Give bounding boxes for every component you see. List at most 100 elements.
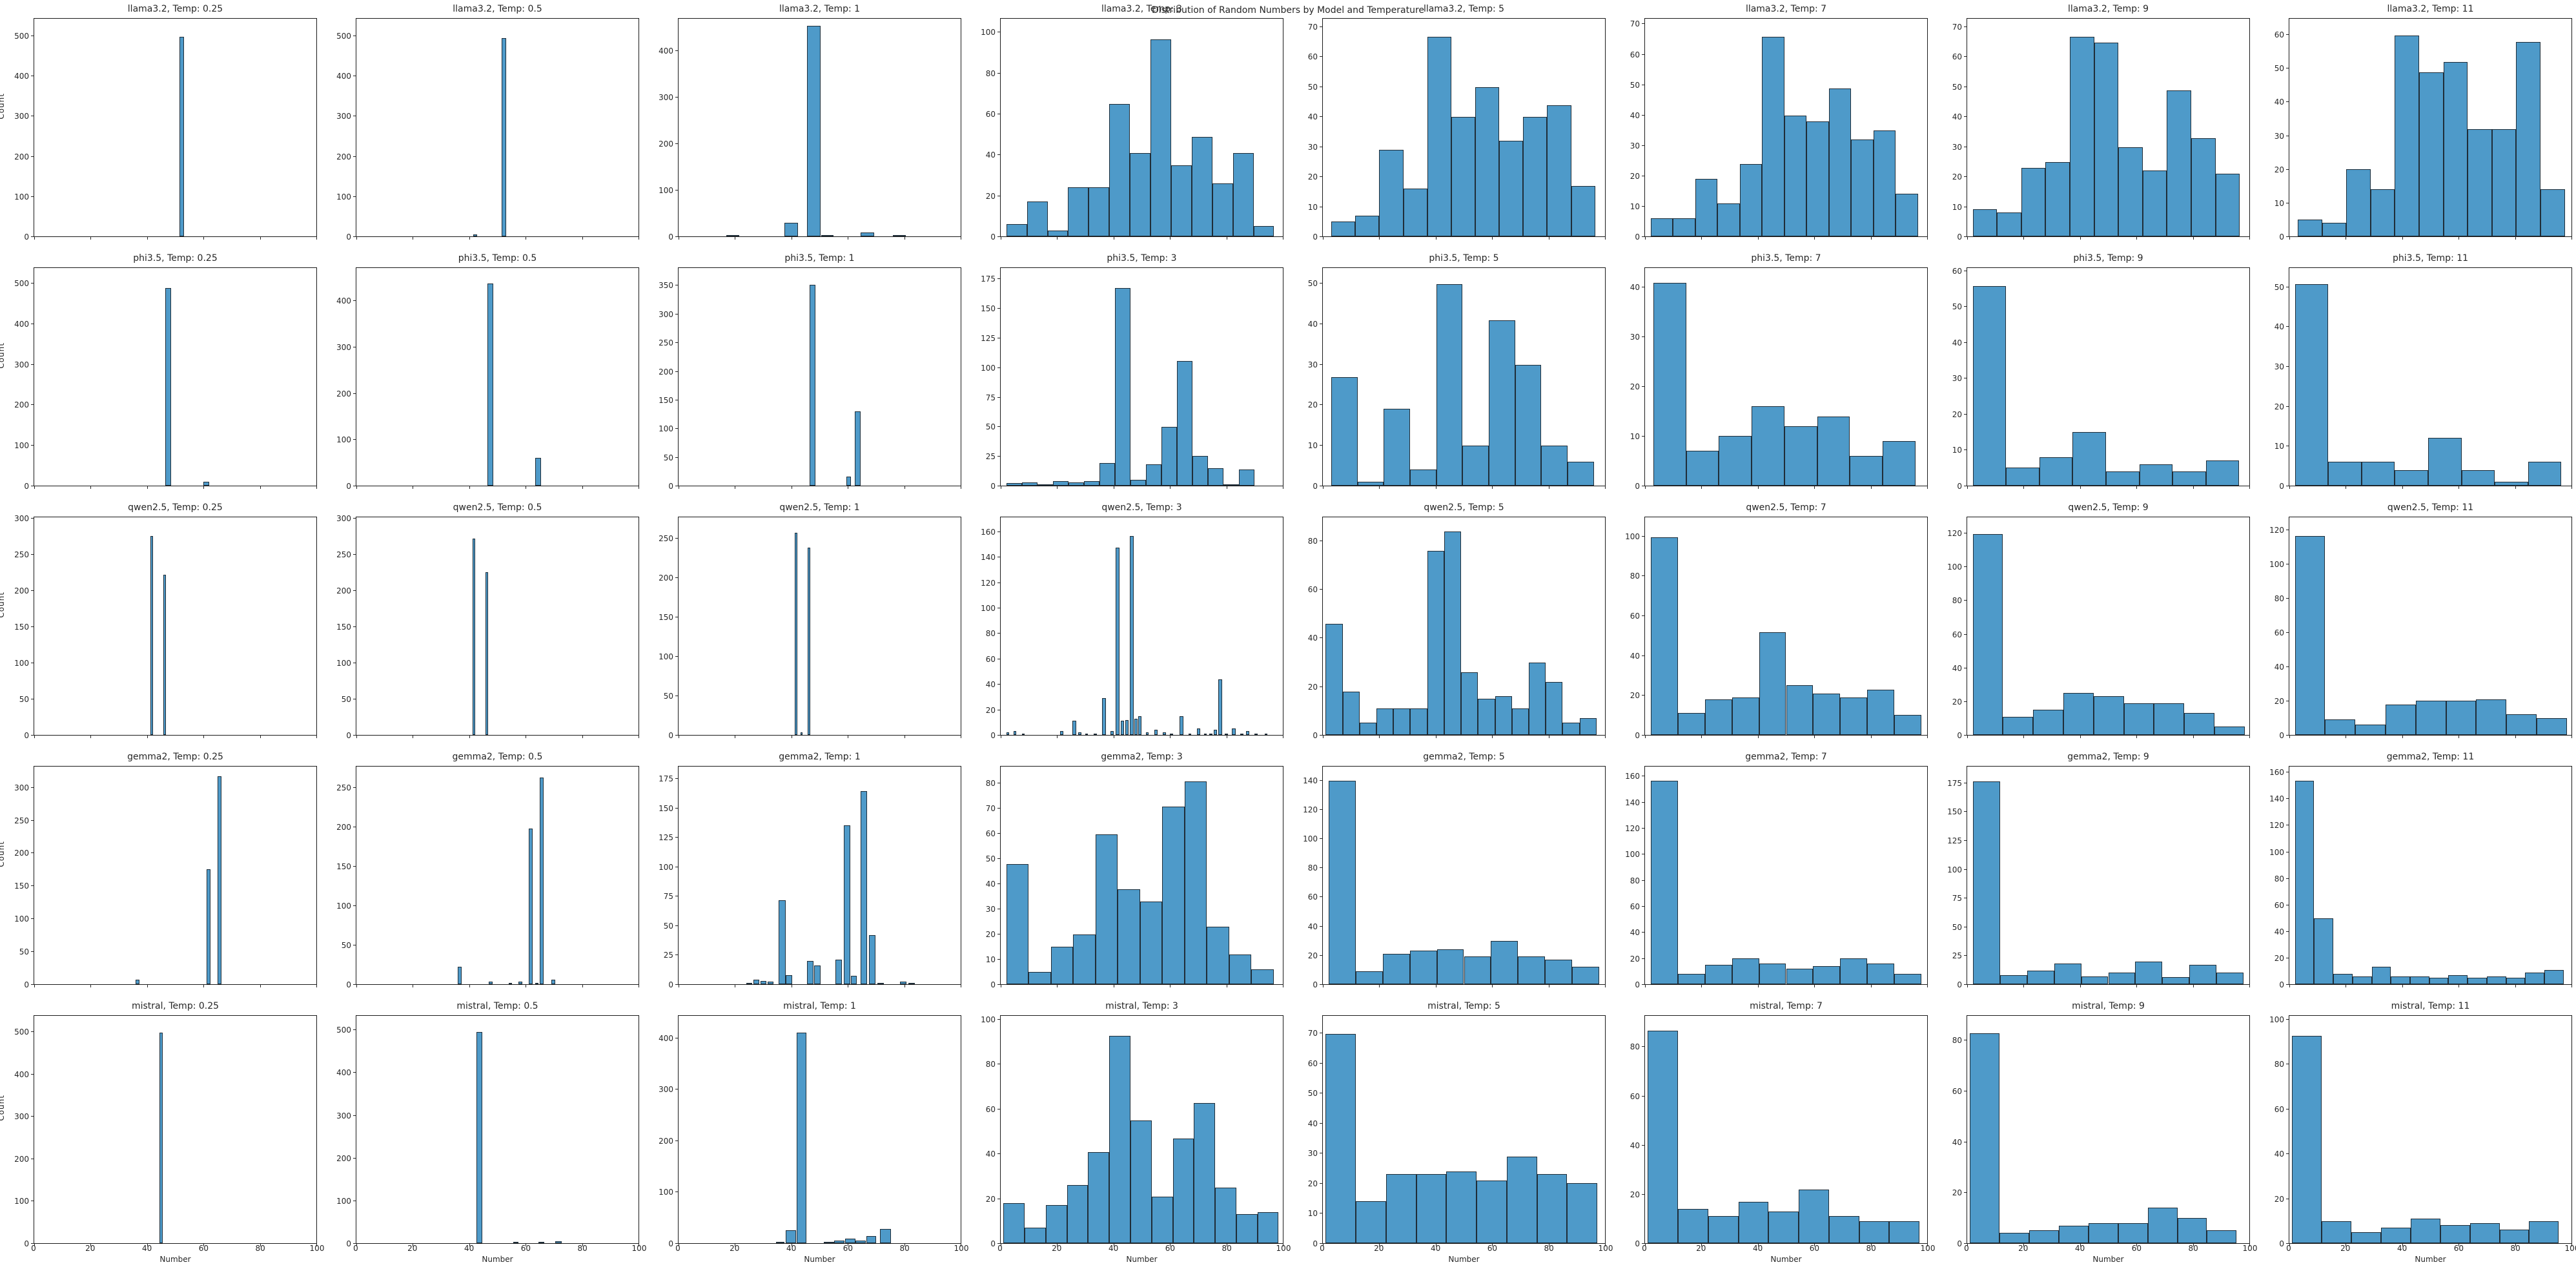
y-tick-label: 10 [985, 955, 996, 965]
y-tick-label: 0 [668, 1239, 673, 1248]
subplot-title: mistral, Temp: 1 [783, 1001, 856, 1011]
y-tick-label: 0 [346, 980, 351, 989]
histogram-bar [1650, 218, 1673, 236]
y-tick-label: 120 [1303, 805, 1318, 814]
histogram-bar [1695, 179, 1718, 236]
plot-area [356, 18, 639, 240]
histogram-bar [1357, 481, 1384, 486]
plot-area [678, 1015, 961, 1246]
x-axis [1322, 985, 1606, 996]
histogram-bar [821, 234, 834, 236]
y-tick-label: 60 [985, 654, 996, 664]
x-tick-mark [147, 486, 148, 489]
subplot-phi3.5-temp-1: phi3.5, Temp: 1 0 50 100 150 200 250 300 350 [648, 253, 961, 497]
histogram-bar [1223, 484, 1240, 486]
plot-area [2289, 517, 2572, 738]
histogram-bar [551, 979, 555, 984]
y-tick-label: 60 [985, 1104, 996, 1114]
y-tick-label: 300 [659, 92, 673, 102]
y-tick-label: 80 [985, 629, 996, 639]
y-tick-label: 60 [1952, 266, 1962, 276]
y-tick-label: 200 [14, 849, 29, 858]
histogram-bar [1184, 781, 1207, 984]
y-tick-mark [1320, 925, 1322, 927]
x-tick-label: 80 [1544, 1244, 1554, 1253]
x-tick-mark [2136, 984, 2138, 987]
x-tick-mark [1492, 486, 1493, 489]
subplot-qwen2.5-temp-7: qwen2.5, Temp: 7 0 20 40 60 80 100 [1615, 502, 1928, 747]
histogram-bar [2448, 975, 2468, 984]
y-tick-mark [1642, 932, 1644, 933]
y-tick-label: 40 [1307, 1119, 1318, 1128]
y-tick-label: 20 [2274, 165, 2284, 174]
y-tick-mark [1642, 880, 1644, 881]
y-tick-mark [675, 50, 678, 51]
histogram-bar [855, 411, 861, 486]
x-tick-mark [2289, 984, 2290, 987]
plot-area [1967, 1015, 2250, 1246]
y-tick-label: 50 [1952, 922, 1962, 932]
y-tick-label: 100 [981, 1015, 996, 1024]
histogram-bar [1427, 551, 1444, 735]
plot-area [2289, 1015, 2572, 1246]
y-tick-mark [997, 883, 1000, 885]
histogram-bar [796, 1033, 807, 1243]
subplot-title: llama3.2, Temp: 3 [1101, 4, 1183, 14]
histogram-bar [2443, 62, 2468, 236]
histogram-bar [2528, 462, 2562, 486]
subplot-title: gemma2, Temp: 3 [1101, 752, 1183, 762]
x-tick-mark [90, 735, 92, 738]
y-tick-label: 0 [990, 1239, 996, 1248]
histogram-bar [1436, 284, 1463, 486]
subplot-gemma2-temp-0.25: gemma2, Temp: 0.25 Count 0 50 100 150 200 250 30… [0, 752, 317, 996]
y-tick-label: 160 [981, 527, 996, 537]
y-tick-mark [997, 531, 1000, 532]
histogram-bar [1109, 104, 1130, 236]
y-axis: 0 100 200 300 400 500 [326, 1015, 356, 1248]
y-tick-mark [31, 1116, 34, 1117]
subplot-title: qwen2.5, Temp: 7 [1746, 502, 1826, 513]
x-tick-mark [203, 984, 205, 987]
histogram-bar [2184, 713, 2214, 735]
y-tick-label: 0 [1635, 1239, 1640, 1248]
x-tick-mark [2289, 236, 2290, 240]
histogram-bar [1784, 426, 1817, 486]
y-axis: 0 25 50 75 100 125 150 175 [648, 766, 678, 989]
histogram-bar [1085, 734, 1089, 735]
x-tick-mark [2402, 984, 2403, 987]
y-tick-label: 0 [2279, 980, 2284, 989]
histogram-bar [2419, 72, 2444, 236]
histogram-bar [1462, 445, 1489, 486]
y-tick-label: 30 [1952, 142, 1962, 152]
x-tick-mark [2136, 1243, 2138, 1246]
x-tick-label: 80 [2510, 1244, 2520, 1253]
x-axis [34, 237, 317, 248]
histogram-bar [1232, 152, 1254, 236]
histogram-bar [150, 535, 154, 735]
subplot-title: gemma2, Temp: 0.25 [127, 752, 223, 762]
y-tick-label: 60 [2274, 628, 2284, 638]
y-tick-mark [675, 735, 678, 736]
y-tick-label: 80 [2274, 874, 2284, 883]
y-tick-mark [353, 787, 356, 789]
y-tick-label: 40 [985, 150, 996, 160]
y-tick-mark [1642, 23, 1644, 25]
histogram-bar [2506, 714, 2537, 735]
y-axis: 0 100 200 300 400 500 [4, 267, 34, 491]
histogram-bar [1579, 717, 1597, 735]
figure-title: Distribution of Random Numbers by Model … [1151, 5, 1425, 15]
plot-area [678, 18, 961, 240]
x-tick-mark [1492, 735, 1493, 738]
plot-area [1967, 267, 2250, 489]
x-tick-mark [2193, 236, 2194, 240]
histogram-bar [1213, 730, 1218, 735]
y-tick-mark [31, 918, 34, 920]
y-tick-mark [997, 833, 1000, 834]
histogram-bar [513, 1242, 519, 1243]
x-tick-mark [34, 486, 35, 489]
histogram-bar [1896, 194, 1918, 236]
x-tick-mark [2289, 735, 2290, 738]
y-tick-mark [1642, 54, 1644, 55]
histogram-bar [1225, 734, 1228, 735]
y-tick-label: 100 [336, 1196, 351, 1206]
